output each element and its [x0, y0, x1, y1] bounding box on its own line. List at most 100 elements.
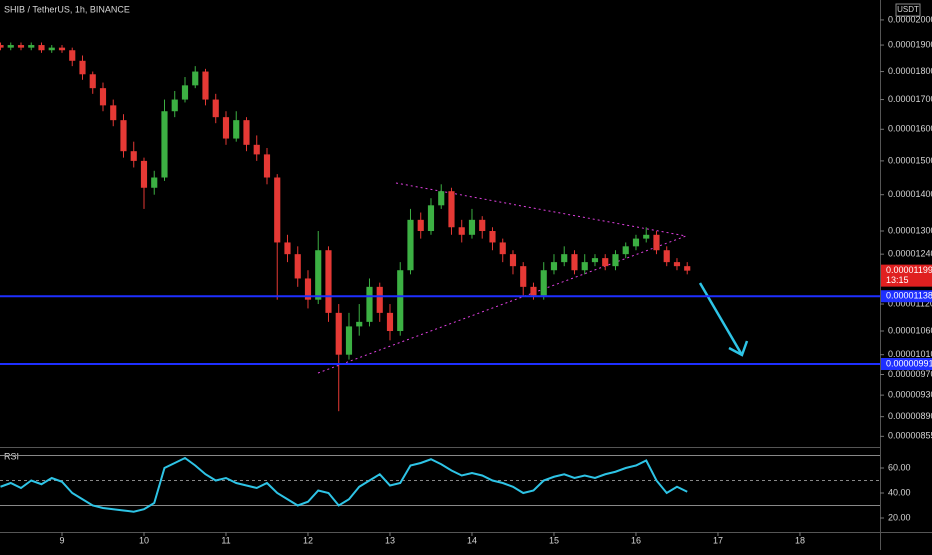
candle-body: [489, 231, 496, 243]
candle-body: [130, 151, 137, 161]
x-tick-label: 11: [221, 535, 230, 545]
candle-body: [561, 254, 568, 263]
y-tick-label: 0.00001120: [888, 298, 932, 308]
candle-body: [356, 321, 363, 327]
rsi-tick-label: 60.00: [888, 462, 911, 472]
candle-body: [274, 177, 281, 243]
candle-body: [581, 262, 588, 271]
candle-body: [140, 160, 148, 188]
candle-body: [335, 312, 342, 355]
candle-body: [520, 266, 527, 287]
triangle-upper: [395, 182, 687, 237]
candle-body: [171, 99, 178, 112]
candle-body: [58, 47, 66, 51]
x-tick-label: 16: [631, 535, 641, 545]
rsi-line: [0, 456, 688, 513]
candle-body: [684, 266, 691, 271]
x-tick-label: 12: [303, 535, 313, 545]
x-tick-label: 13: [385, 535, 395, 545]
candle-body: [602, 258, 609, 267]
y-tick-label: 0.00001900: [888, 39, 932, 49]
y-tick-label: 0.00000855: [888, 431, 932, 441]
candle-body: [345, 326, 353, 355]
candle-body: [643, 234, 650, 239]
y-tick-label: 0.00001600: [888, 124, 932, 134]
y-tick-label: 0.00001700: [888, 94, 932, 104]
indicator-name: RSI: [4, 451, 19, 461]
candle-body: [0, 45, 4, 48]
rsi-tick-label: 20.00: [888, 512, 911, 522]
candle-body: [315, 250, 322, 300]
candle-body: [192, 71, 199, 86]
y-tick-label: 0.00000970: [888, 369, 932, 379]
candle-body: [69, 50, 76, 61]
candle-body: [612, 254, 619, 267]
y-tick-label: 0.00001240: [888, 249, 932, 259]
x-tick-label: 15: [549, 535, 559, 545]
candle-body: [438, 191, 445, 206]
candle-body: [253, 144, 260, 155]
candle-body: [7, 45, 14, 48]
candle-body: [28, 45, 35, 48]
candle-body: [233, 120, 240, 139]
candle-body: [222, 117, 230, 139]
candle-body: [591, 258, 599, 263]
y-tick-label: 0.00001400: [888, 189, 932, 199]
candle-body: [17, 45, 25, 48]
chart-title: SHIB / TetherUS, 1h, BINANCE: [4, 4, 130, 14]
down-arrow: [698, 282, 749, 357]
candle-body: [468, 219, 476, 235]
horizontal-line-label: 0.00000991: [886, 358, 932, 368]
candle-body: [294, 254, 301, 279]
candle-body: [48, 47, 55, 51]
last-price-tag: [881, 264, 932, 287]
y-tick-label: 0.00000890: [888, 411, 932, 421]
y-tick-label: 0.00001300: [888, 225, 932, 235]
candle-body: [110, 105, 117, 121]
candle-body: [120, 120, 127, 152]
candle-body: [530, 286, 537, 296]
candle-body: [499, 242, 506, 255]
horizontal-line-label: 0.00001138: [886, 291, 932, 301]
rsi-tick-label: 40.00: [888, 487, 911, 497]
y-tick-label: 0.00002000: [888, 14, 932, 24]
candle-body: [663, 250, 670, 263]
candle-body: [79, 60, 86, 75]
candle-body: [458, 227, 465, 235]
candle-body: [427, 205, 435, 232]
candle-body: [366, 286, 373, 322]
y-tick-label: 0.00001500: [888, 155, 932, 165]
candle-body: [653, 234, 660, 251]
candle-body: [386, 312, 394, 332]
candle-body: [571, 254, 578, 271]
currency: USDT: [897, 5, 919, 14]
y-tick-label: 0.00000930: [888, 390, 932, 400]
x-tick-label: 14: [467, 535, 477, 545]
candle-body: [325, 250, 332, 313]
candle-body: [407, 219, 414, 271]
x-tick-label: 10: [139, 535, 149, 545]
triangle-lower: [317, 235, 687, 374]
candle-body: [99, 88, 107, 106]
y-tick-label: 0.00001010: [888, 349, 932, 359]
candle-body: [417, 219, 424, 232]
candle-body: [151, 177, 158, 188]
horizontal-line-tag: [881, 290, 932, 303]
candle-body: [673, 262, 681, 267]
candle-body: [284, 242, 291, 255]
candle-body: [263, 154, 271, 178]
candle-body: [622, 246, 629, 255]
x-tick-label: 18: [795, 535, 805, 545]
candle-body: [202, 71, 209, 100]
y-tick-label: 0.00001060: [888, 325, 932, 335]
candle-body: [632, 238, 640, 247]
candle-body: [212, 99, 219, 118]
x-tick-label: 17: [713, 535, 723, 545]
candle-body: [397, 270, 404, 332]
x-tick-label: 9: [59, 535, 64, 545]
currency-box: [895, 3, 921, 17]
y-tick-label: 0.00001800: [888, 66, 932, 76]
